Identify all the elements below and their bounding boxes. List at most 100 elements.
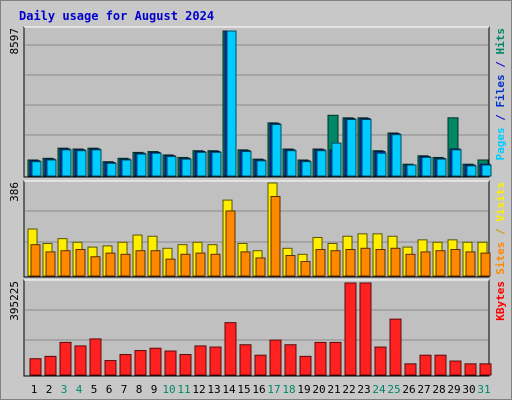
bar-top-series2-day23 <box>361 118 372 177</box>
bar-top-series2-day5 <box>91 149 102 177</box>
day-label-31: 31 <box>477 383 490 396</box>
bar-bottom-series0-day18 <box>284 344 297 376</box>
day-label-10: 10 <box>162 383 175 396</box>
bar-bottom-series0-day5 <box>89 338 102 376</box>
bar-mid-series1-day2 <box>45 251 56 277</box>
day-label-15: 15 <box>237 383 250 396</box>
day-label-26: 26 <box>402 383 415 396</box>
day-label-14: 14 <box>222 383 236 396</box>
day-axis: 1 2 3 4 5 6 7 8 9 10 11 12 13 14 15 16 17 18 19 20 21 22 23 24 2… <box>31 383 491 396</box>
bar-mid-series1-day17 <box>270 195 281 277</box>
panel-mid: 386 Sites / Visits <box>8 180 507 278</box>
day-label-2: 2 <box>46 383 53 396</box>
bar-top-series2-day27 <box>421 156 432 177</box>
bar-top-series2-day18 <box>286 150 297 177</box>
day-label-27: 27 <box>417 383 430 396</box>
panel-mid-max-label: 386 <box>8 182 21 202</box>
bar-top-series2-day16 <box>256 160 267 177</box>
bar-mid-series1-day18 <box>285 255 296 277</box>
panel-bottom: 395225 KBytes <box>8 279 507 377</box>
legend-entry: / <box>494 55 507 75</box>
bar-bottom-series0-day4 <box>74 345 87 376</box>
bar-mid-series1-day14 <box>225 210 236 277</box>
bar-bottom-series0-day11 <box>179 354 192 376</box>
legend-entry: KBytes <box>494 281 507 321</box>
day-label-18: 18 <box>282 383 295 396</box>
bar-mid-series1-day10 <box>165 258 176 277</box>
bar-bottom-series0-day16 <box>254 354 267 376</box>
bar-mid-series1-day21 <box>330 250 341 277</box>
bar-top-series2-day20 <box>316 150 327 177</box>
day-label-11: 11 <box>177 383 190 396</box>
bar-top-series2-day24 <box>376 152 387 177</box>
bar-mid-series1-day6 <box>105 252 116 277</box>
day-label-16: 16 <box>252 383 265 396</box>
bar-bottom-series0-day24 <box>374 346 387 376</box>
bar-mid-series1-day3 <box>60 250 71 277</box>
legend-entry: Sites <box>494 242 507 275</box>
bar-mid-series1-day1 <box>30 244 41 277</box>
bar-bottom-series0-day12 <box>194 345 207 376</box>
bar-bottom-series0-day2 <box>44 355 57 376</box>
legend-entry: Hits <box>494 28 507 55</box>
bar-top-series2-day13 <box>211 151 222 177</box>
bar-bottom-series0-day23 <box>359 282 372 376</box>
bar-mid-series1-day25 <box>390 247 401 277</box>
bar-mid-series1-day9 <box>150 250 161 277</box>
bar-bottom-series0-day1 <box>29 358 42 376</box>
day-label-5: 5 <box>91 383 98 396</box>
bar-top-series2-day6 <box>106 162 117 177</box>
panel-top-max-label: 8597 <box>8 28 21 55</box>
bar-mid-series1-day16 <box>255 257 266 277</box>
bar-top-series2-day7 <box>121 159 132 177</box>
bar-bottom-series0-day7 <box>119 354 132 376</box>
bar-mid-series1-day23 <box>360 247 371 277</box>
bar-top-series2-day19 <box>301 161 312 177</box>
bar-top-series2-day9 <box>151 152 162 177</box>
panel-bottom-max-label: 395225 <box>8 281 21 321</box>
bar-bottom-series0-day13 <box>209 346 222 376</box>
bar-bottom-series0-day31 <box>479 363 492 376</box>
bar-mid-series1-day4 <box>75 248 86 277</box>
bar-bottom-series0-day9 <box>149 347 162 376</box>
bar-top-series2-day3 <box>61 149 72 177</box>
panel-top-legend: Pages / Files / Hits <box>494 28 507 161</box>
day-label-8: 8 <box>136 383 143 396</box>
bar-bottom-series0-day10 <box>164 350 177 376</box>
day-label-3: 3 <box>61 383 68 396</box>
bar-top-series2-day17 <box>271 124 282 177</box>
bar-top-series2-day31 <box>481 164 492 177</box>
bar-bottom-series0-day17 <box>269 339 282 376</box>
bar-mid-series1-day22 <box>345 248 356 277</box>
bar-top-series2-day14 <box>226 30 237 177</box>
bar-bottom-series0-day20 <box>314 341 327 376</box>
day-label-13: 13 <box>207 383 220 396</box>
bar-mid-series1-day7 <box>120 253 131 277</box>
legend-entry: Pages <box>494 127 507 160</box>
bar-mid-series1-day27 <box>420 251 431 277</box>
bar-bottom-series0-day6 <box>104 360 117 376</box>
bar-top-series2-day28 <box>436 158 447 177</box>
bar-bottom-series0-day29 <box>449 360 462 376</box>
bar-mid-series1-day5 <box>90 256 101 277</box>
day-label-19: 19 <box>297 383 310 396</box>
day-label-30: 30 <box>462 383 475 396</box>
day-label-7: 7 <box>121 383 128 396</box>
bar-bottom-series0-day3 <box>59 341 72 376</box>
bar-mid-series1-day12 <box>195 252 206 277</box>
day-label-23: 23 <box>357 383 370 396</box>
legend-entry: / <box>494 108 507 128</box>
legend-entry: / <box>494 222 507 242</box>
bar-bottom-series0-day19 <box>299 355 312 376</box>
panel-bottom-legend: KBytes <box>494 281 507 321</box>
bar-top-series2-day29 <box>451 149 462 177</box>
bar-bottom-series0-day26 <box>404 363 417 376</box>
bar-mid-series1-day24 <box>375 248 386 277</box>
bar-mid-series1-day28 <box>435 250 446 277</box>
bar-top-series2-day1 <box>31 161 42 177</box>
day-label-9: 9 <box>151 383 158 396</box>
bar-bottom-series0-day15 <box>239 344 252 376</box>
bar-top-series2-day21 <box>331 142 342 177</box>
bar-mid-series1-day20 <box>315 248 326 277</box>
bar-top-series2-day30 <box>466 165 477 177</box>
